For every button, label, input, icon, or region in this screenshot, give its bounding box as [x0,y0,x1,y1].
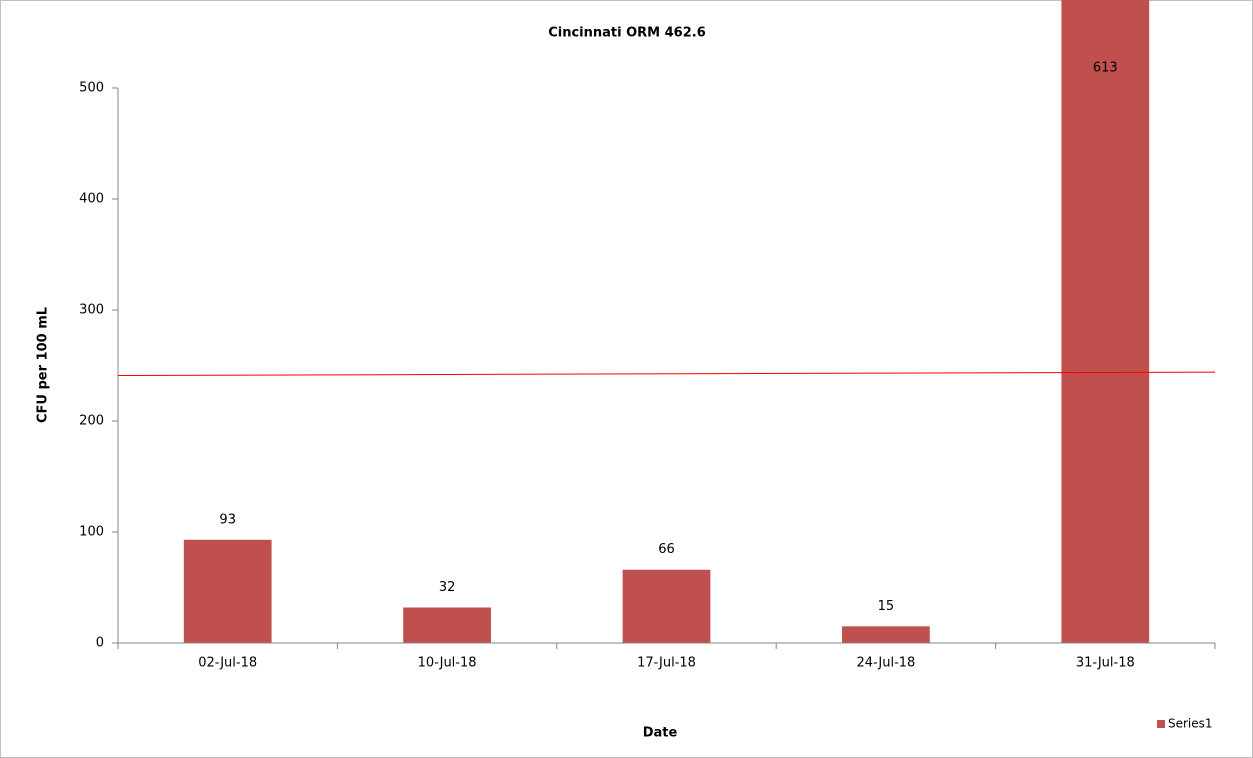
legend-label: Series1 [1168,717,1213,731]
x-tick-label: 10-Jul-18 [418,656,477,671]
reference-line [117,371,1216,376]
x-tick-label: 31-Jul-18 [1076,656,1135,671]
legend-swatch [1157,720,1165,728]
data-label: 66 [658,542,675,557]
x-tick-label: 17-Jul-18 [637,656,696,671]
x-tick-label: 24-Jul-18 [856,656,915,671]
data-label: 15 [878,599,895,614]
bar [622,569,711,643]
y-tick-label: 400 [79,192,104,207]
bar [842,626,930,643]
bar [1061,0,1150,643]
y-tick-label: 500 [79,81,104,96]
y-tick-label: 0 [96,636,104,651]
y-tick-label: 100 [79,525,104,540]
chart-title: Cincinnati ORM 462.6 [548,26,706,41]
data-label: 93 [219,512,236,527]
bar [183,539,272,643]
y-tick-label: 300 [79,303,104,318]
data-label: 32 [439,580,456,595]
bar [403,607,491,643]
y-axis-label: CFU per 100 mL [36,307,51,423]
x-tick-label: 02-Jul-18 [198,656,257,671]
y-tick-label: 200 [79,414,104,429]
x-axis-label: Date [643,726,678,741]
data-label: 613 [1093,61,1118,76]
plot-area [183,0,1150,643]
